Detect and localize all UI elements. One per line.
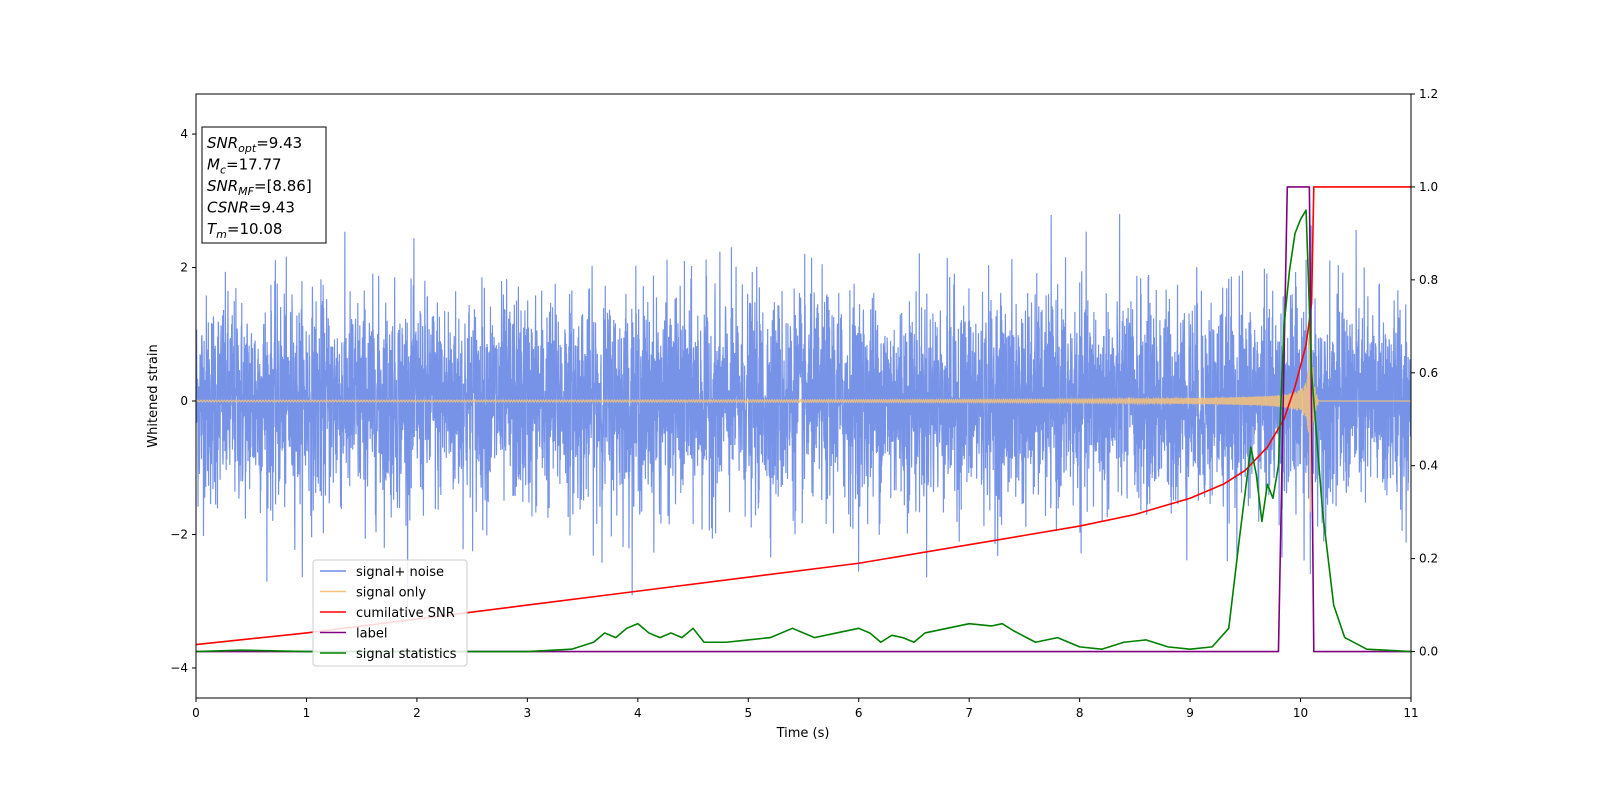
x-tick-label: 9 [1186, 706, 1194, 720]
x-tick-label: 10 [1293, 706, 1308, 720]
x-tick-label: 7 [965, 706, 973, 720]
x-axis-ticks: 0 1 2 3 4 5 6 7 8 9 10 11 [192, 698, 1419, 720]
y2-tick-label: 0.8 [1419, 273, 1438, 287]
legend-label: signal+ noise [356, 565, 444, 580]
y-axis-label: Whitened strain [146, 344, 161, 447]
axes-frame [195, 93, 1412, 699]
x-tick-label: 6 [855, 706, 863, 720]
y-tick-label: 2 [180, 261, 188, 275]
annotation-line: CSNR=9.43 [207, 199, 295, 217]
x-tick-label: 11 [1403, 706, 1418, 720]
series-signal-noise-line [196, 214, 1411, 610]
legend-label: signal statistics [356, 647, 457, 662]
y-tick-label: 0 [180, 394, 188, 408]
y2-tick-label: 0.2 [1419, 552, 1438, 566]
legend-label: signal only [356, 586, 426, 601]
y-tick-label: −4 [170, 661, 188, 675]
annotation-line: SNRopt=9.43 [207, 134, 302, 155]
annotation-line: Tm=10.08 [207, 220, 282, 241]
annotation-box-frame [201, 126, 327, 244]
y2-tick-label: 1.2 [1419, 87, 1438, 101]
y-tick-label: 4 [180, 127, 188, 141]
x-tick-label: 1 [303, 706, 311, 720]
annotation-line: SNRMF=[8.86] [207, 177, 312, 198]
x-tick-label: 8 [1076, 706, 1084, 720]
x-tick-label: 4 [634, 706, 642, 720]
y2-tick-label: 0.4 [1419, 459, 1438, 473]
x-tick-label: 2 [413, 706, 421, 720]
x-axis-label: Time (s) [776, 726, 830, 741]
series-signal-only-line [196, 226, 1411, 513]
x-tick-label: 0 [192, 706, 200, 720]
y-tick-label: −2 [170, 527, 188, 541]
legend-label: label [356, 627, 387, 642]
y-axis-ticks: −4 −2 0 2 4 [170, 127, 196, 675]
y2-tick-label: 0.6 [1419, 366, 1438, 380]
series-cumulative-snr-line [196, 186, 1411, 646]
annotation-box: SNRopt=9.43Mc=17.77SNRMF=[8.86]CSNR=9.43… [201, 126, 327, 244]
legend-label: cumilative SNR [356, 606, 455, 621]
x-tick-label: 3 [524, 706, 532, 720]
legend: signal+ noise signal only cumilative SNR la… [312, 559, 468, 667]
series-label-line [196, 186, 1411, 653]
y2-tick-label: 0.0 [1419, 645, 1438, 659]
x-tick-label: 5 [744, 706, 752, 720]
plot-area [196, 186, 1411, 653]
series-signal-statistics-line [196, 209, 1411, 653]
annotation-line: Mc=17.77 [207, 156, 282, 177]
y2-axis-ticks: 0.0 0.2 0.4 0.6 0.8 1.0 1.2 [1411, 87, 1438, 659]
legend-frame [312, 559, 468, 667]
y2-tick-label: 1.0 [1419, 180, 1438, 194]
